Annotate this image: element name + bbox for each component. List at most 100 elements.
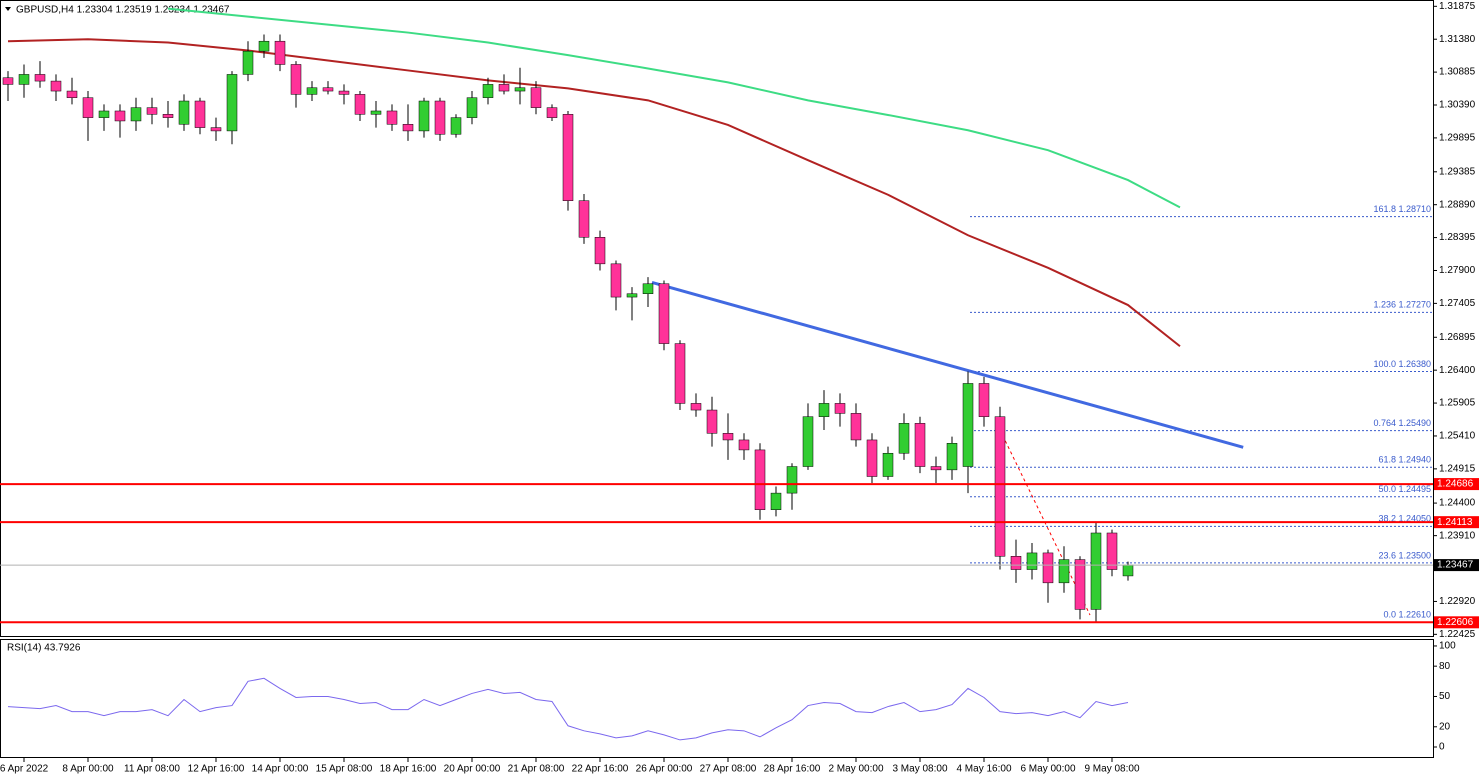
candle-body [306,87,318,95]
y-tick-label: 1.30885 [1439,67,1476,78]
candle-body [690,403,702,411]
candle-body [498,84,510,92]
y-tick-label: 1.22425 [1439,629,1476,640]
candle-body [674,343,686,404]
candle-body [562,114,574,201]
fib-label: 1.236 1.27270 [1373,300,1431,310]
x-tick-label: 8 Apr 00:00 [62,764,114,775]
candle-body [50,80,62,92]
candle-body [418,100,430,132]
candle-body [178,100,190,125]
overlay-line [651,281,1244,449]
x-tick-label: 26 Apr 00:00 [636,764,693,775]
fib-label: 23.6 1.23500 [1378,550,1431,560]
candle-body [18,74,30,85]
candle-body [114,110,126,122]
level-box [1434,478,1479,491]
candle-body [930,466,942,471]
candle-body [706,409,718,434]
candle-body [66,90,78,98]
x-tick-label: 9 May 08:00 [1084,764,1139,775]
candle-body [722,433,734,441]
rsi-panel [0,639,1434,758]
y-tick-label: 1.29385 [1439,166,1476,177]
candle-body [754,449,766,510]
x-tick-label: 18 Apr 16:00 [380,764,437,775]
y-tick-label: 100 [1439,641,1456,652]
y-tick-label: 1.31380 [1439,34,1476,45]
y-tick-label: 1.28890 [1439,199,1476,210]
candle-body [450,117,462,135]
candle-body [130,107,142,122]
candle-body [1122,564,1134,577]
candle-body [818,403,830,417]
level-box [1434,616,1479,629]
y-tick-label: 1.24400 [1439,498,1476,509]
y-tick-label: 1.29895 [1439,133,1476,144]
rsi-title: RSI(14) 43.7926 [7,643,81,654]
candle-body [802,416,814,467]
level-label: 1.24113 [1437,517,1473,528]
y-tick-label: 1.28395 [1439,232,1476,243]
fib-label: 100.0 1.26380 [1373,359,1431,369]
candle-body [146,107,158,115]
y-tick-label: 1.22920 [1439,596,1476,607]
candle-body [1074,559,1086,610]
candle-body [322,87,334,92]
x-tick-label: 11 Apr 08:00 [124,764,180,775]
candle-body [386,110,398,125]
y-tick-label: 80 [1439,661,1451,672]
candle-body [882,452,894,477]
candle-body [2,77,14,85]
y-tick-label: 1.26895 [1439,332,1476,343]
fib-label: 38.2 1.24050 [1378,514,1431,524]
candle-body [866,439,878,477]
candle-body [1010,556,1022,570]
level-box [1434,516,1479,529]
candle-body [642,283,654,294]
x-tick-label: 4 May 16:00 [956,764,1011,775]
candle-body [354,94,366,115]
level-label: 1.22606 [1437,617,1474,628]
candle-body [290,64,302,95]
candle-body [578,200,590,238]
overlay-line [167,7,1181,209]
fib-label: 161.8 1.28710 [1373,204,1431,214]
x-tick-label: 21 Apr 08:00 [508,764,565,775]
last-price-label: 1.23467 [1437,560,1474,571]
x-tick-label: 3 May 08:00 [892,764,947,775]
y-tick-label: 1.27900 [1439,265,1476,276]
candle-body [738,439,750,451]
x-tick-label: 2 May 00:00 [828,764,883,775]
candle-body [914,423,926,467]
x-tick-label: 14 Apr 00:00 [252,764,309,775]
candle-body [994,416,1006,557]
y-tick-label: 1.27405 [1439,298,1476,309]
y-tick-label: 50 [1439,691,1451,702]
fib-label: 61.8 1.24940 [1378,455,1431,465]
candle-body [162,114,174,118]
candle-body [610,263,622,298]
candle-body [594,237,606,265]
last-price-box [1434,559,1479,572]
candle-body [834,403,846,414]
chart-title: GBPUSD,H4 1.23304 1.23519 1.23234 1.2346… [16,5,230,16]
candle-body [546,107,558,118]
x-tick-label: 6 Apr 2022 [0,764,49,775]
x-tick-label: 27 Apr 08:00 [700,764,757,775]
candle-body [482,84,494,98]
y-tick-label: 1.26400 [1439,365,1476,376]
y-tick-label: 20 [1439,721,1451,732]
candle-body [226,74,238,132]
fib-label: 50.0 1.24495 [1378,484,1431,494]
candle-body [1106,532,1118,570]
x-tick-label: 6 May 00:00 [1020,764,1075,775]
candle-body [898,423,910,454]
overlay-line [7,38,1181,348]
candle-body [82,97,94,118]
candle-body [658,283,670,344]
candle-body [1042,552,1054,584]
level-label: 1.24686 [1437,479,1474,490]
